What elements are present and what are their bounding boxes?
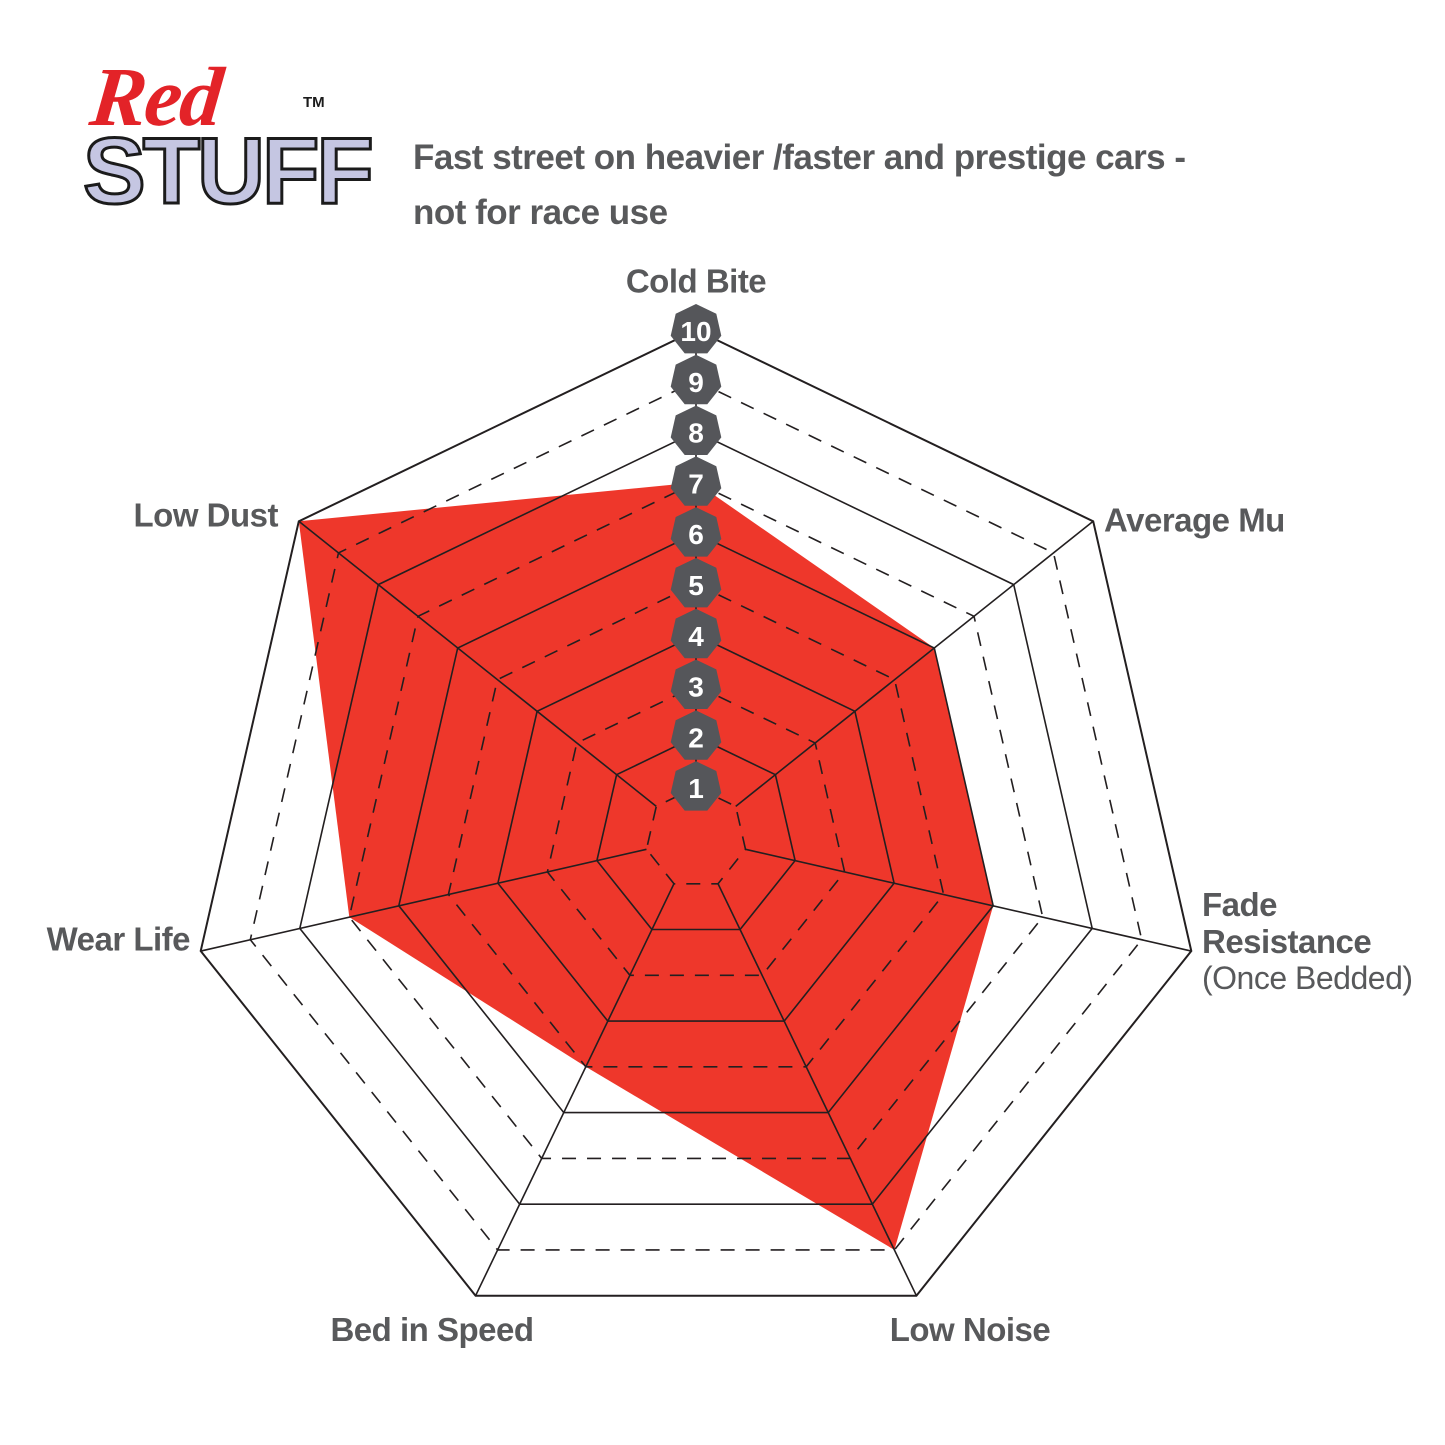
axis-spoke (735, 520, 1094, 807)
scale-badge-1 (670, 761, 722, 811)
scale-badge-9 (670, 354, 722, 405)
grid-ring-solid-10 (199, 328, 1193, 1297)
axis-sublabel: (Once Bedded) (1202, 960, 1413, 996)
scale-badge-6 (670, 507, 722, 557)
scale-badge-label-9: 9 (688, 367, 704, 398)
data-polygon (298, 482, 994, 1250)
chart-subtitle: Fast street on heavier /faster and prest… (413, 138, 1186, 232)
scale-badge-label-5: 5 (688, 570, 704, 601)
axis-label-cold-bite: Cold Bite (625, 262, 767, 300)
grid-ring-solid-4 (497, 633, 895, 1022)
scale-badge-10 (670, 304, 722, 354)
scale-badge-label-3: 3 (688, 672, 704, 703)
scale-badge-7 (670, 456, 722, 506)
scale-badge-label-10: 10 (680, 316, 711, 347)
grid-ring-solid-2 (596, 735, 796, 931)
axis-label-wear-life: Wear Life (46, 920, 191, 958)
scale-badge-3 (670, 659, 722, 709)
axis-spoke (717, 883, 918, 1297)
axis-label-fade-resistance: Fade Resistance (Once Bedded) (1202, 886, 1413, 996)
logo-word-stuff: STUFF (82, 118, 376, 223)
axis-spoke (745, 848, 1192, 952)
scale-badge-label-2: 2 (688, 722, 704, 753)
scale-badge-label-8: 8 (688, 418, 704, 449)
axis-spoke (298, 520, 657, 807)
axis-spoke (200, 848, 647, 952)
grid-ring-dashed-3 (546, 684, 846, 977)
grid-ring-dashed-7 (348, 481, 1044, 1160)
grid-ring-dashed-9 (249, 379, 1143, 1251)
scale-badge-label-6: 6 (688, 519, 704, 550)
grid-ring-dashed-1 (645, 786, 747, 885)
axis-label-bed-in-speed: Bed in Speed (330, 1311, 534, 1348)
scale-badge-label-7: 7 (688, 468, 704, 499)
axis-label-low-dust: Low Dust (133, 496, 279, 534)
scale-badge-2 (670, 710, 722, 760)
axis-spoke (474, 883, 675, 1297)
scale-badge-8 (670, 405, 722, 455)
scale-badge-4 (670, 608, 722, 659)
axis-label-average-mu: Average Mu (1104, 501, 1285, 539)
grid-ring-solid-6 (397, 532, 995, 1114)
axis-label-low-noise: Low Noise (889, 1311, 1051, 1348)
grid-ring-dashed-5 (447, 583, 945, 1068)
scale-badge-label-1: 1 (688, 773, 704, 804)
redstuff-logo: Red STUFF TM (82, 51, 376, 247)
scale-badge-label-4: 4 (688, 621, 704, 652)
scale-badge-5 (670, 558, 722, 608)
grid-ring-solid-8 (298, 430, 1094, 1205)
trademark-symbol: TM (303, 94, 325, 111)
